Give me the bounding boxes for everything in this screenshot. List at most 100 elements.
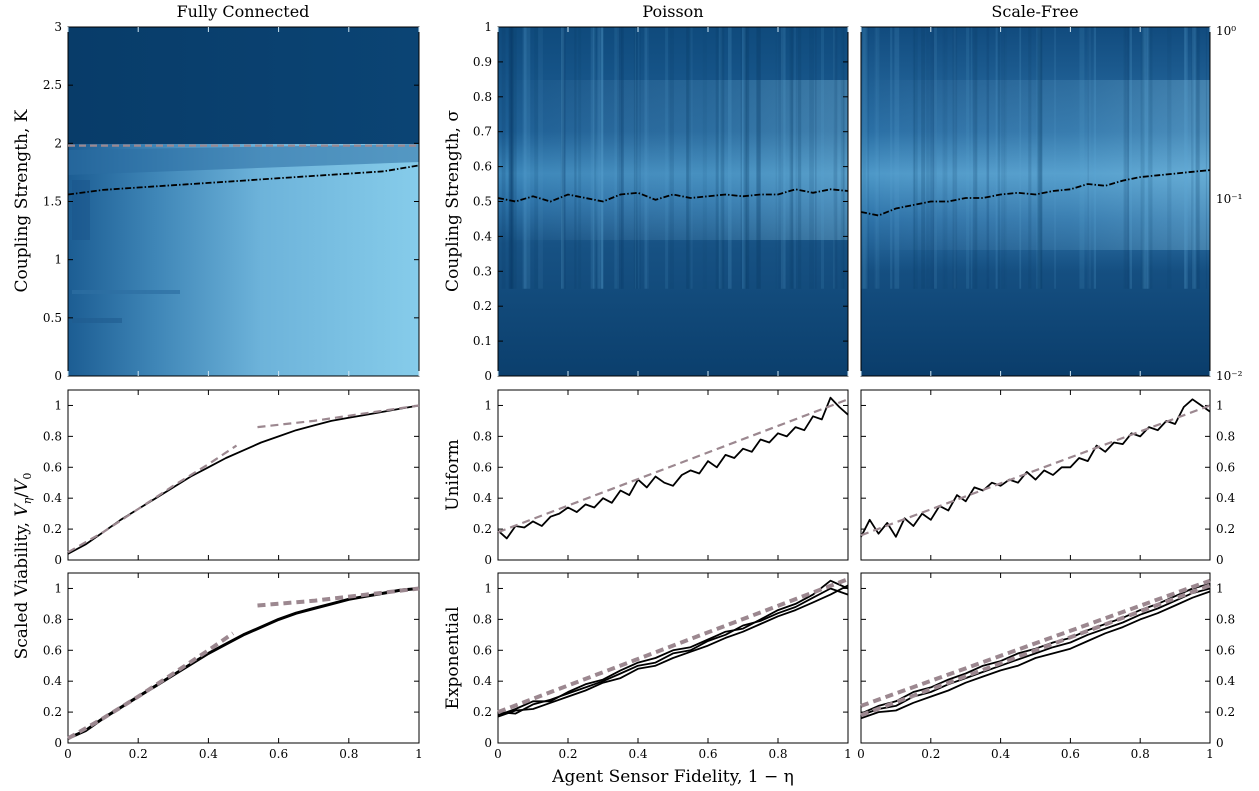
y-tick-label: 0.8 bbox=[1216, 612, 1235, 626]
heat-stripe bbox=[509, 27, 514, 289]
x-tick-label: 0.6 bbox=[1061, 747, 1080, 761]
heat-stripe bbox=[621, 27, 624, 289]
data-line bbox=[67, 404, 420, 555]
heat-stripe bbox=[742, 27, 746, 289]
heat-stripe bbox=[894, 27, 900, 289]
y-axis-title-scaled-viability: Scaled Viability, Vη/V0 bbox=[12, 473, 34, 660]
heat-stripe bbox=[995, 27, 998, 289]
heat-stripe bbox=[643, 27, 649, 289]
heat-stripe bbox=[601, 27, 603, 289]
heat-stripe bbox=[1143, 27, 1148, 289]
heat-stripe bbox=[970, 27, 973, 289]
heat-stripe bbox=[1054, 27, 1056, 289]
heatmap-fully-connected bbox=[68, 27, 419, 376]
heat-stripe bbox=[1036, 27, 1041, 289]
heat-stripe bbox=[645, 27, 647, 289]
heat-stripe bbox=[986, 27, 990, 289]
y-tick-label: 1 bbox=[1216, 581, 1224, 595]
y-tick-label: 0.6 bbox=[43, 460, 62, 474]
heat-stripe bbox=[574, 27, 577, 289]
heat-stripe bbox=[1001, 27, 1005, 289]
heat-stripe bbox=[1184, 27, 1188, 289]
heat-stripe bbox=[508, 27, 513, 289]
y-tick-label: 0.8 bbox=[473, 429, 492, 443]
x-tick-label: 0.2 bbox=[558, 747, 577, 761]
y-tick-label: 0.2 bbox=[43, 705, 62, 719]
y-tick-label: 1 bbox=[484, 581, 492, 595]
y-tick-label: 0 bbox=[1216, 553, 1224, 567]
heat-stripe bbox=[797, 27, 802, 289]
heat-stripe bbox=[561, 27, 565, 289]
fit-line bbox=[67, 631, 235, 741]
y-tick-label: 2.5 bbox=[43, 78, 62, 92]
heat-stripe bbox=[522, 27, 527, 289]
heat-stripe bbox=[690, 27, 693, 289]
heat-stripe bbox=[867, 27, 870, 289]
fit-line bbox=[860, 404, 1211, 537]
heat-stripe bbox=[930, 27, 935, 289]
heat-stripe bbox=[1195, 27, 1200, 289]
heat-stripe bbox=[1019, 27, 1022, 289]
heat-stripe bbox=[1191, 27, 1197, 289]
heat-stripe bbox=[863, 27, 868, 289]
heat-stripe bbox=[842, 27, 846, 289]
heat-fc-streak bbox=[72, 318, 122, 323]
x-tick-label: 0.4 bbox=[628, 747, 647, 761]
data-line bbox=[67, 587, 420, 740]
fit-line bbox=[257, 404, 420, 429]
y-tick-label: 0.6 bbox=[1216, 460, 1235, 474]
data-line bbox=[497, 584, 849, 718]
x-tick-label: 0.2 bbox=[129, 747, 148, 761]
y-tick-label: 0.4 bbox=[473, 491, 492, 505]
heat-stripe bbox=[833, 27, 836, 289]
y-tick-label: 1 bbox=[54, 253, 62, 267]
heat-stripe bbox=[1079, 27, 1085, 289]
heat-fc-streak bbox=[72, 180, 90, 240]
y-axis-title-exponential: Exponential bbox=[443, 607, 463, 710]
y-tick-label: 0 bbox=[1216, 736, 1224, 750]
heat-stripe bbox=[778, 27, 784, 289]
heat-stripe bbox=[669, 27, 674, 289]
heat-stripe bbox=[926, 27, 930, 289]
heat-stripe bbox=[509, 27, 511, 289]
heat-stripe bbox=[1123, 27, 1126, 289]
y-tick-label: 0 bbox=[484, 369, 492, 383]
y-tick-label: 0.7 bbox=[473, 125, 492, 139]
y-tick-label: 0.4 bbox=[473, 229, 492, 243]
x-tick-label: 0.8 bbox=[1131, 747, 1150, 761]
heat-stripe bbox=[790, 27, 794, 289]
heat-stripe bbox=[526, 27, 531, 289]
heat-stripe bbox=[597, 27, 600, 289]
heat-stripe bbox=[510, 27, 513, 289]
heat-stripe bbox=[717, 27, 719, 289]
y-tick-label: 0.4 bbox=[473, 674, 492, 688]
heat-stripe bbox=[534, 27, 539, 289]
title-fully-connected: Fully Connected bbox=[177, 2, 310, 21]
heat-stripe bbox=[933, 27, 937, 289]
heat-stripe bbox=[932, 27, 937, 289]
fit-line bbox=[497, 577, 849, 714]
heat-poisson-fade bbox=[498, 80, 848, 240]
heat-stripe bbox=[775, 27, 777, 289]
heat-stripe bbox=[538, 27, 543, 289]
y-tick-label: 0 bbox=[484, 553, 492, 567]
chart-marks: 0 0.5 1 1.5 2 2.5 3 0 0.1 0.2 0.3 0.4 0.5 0.6 0.7 0.8 0.… bbox=[43, 20, 1236, 761]
critical-line bbox=[860, 169, 1211, 217]
panel-frame-fc-exponential bbox=[67, 572, 420, 744]
x-tick-label: 0.4 bbox=[199, 747, 218, 761]
heat-stripe bbox=[1028, 27, 1032, 289]
critical-line bbox=[67, 164, 420, 196]
heat-stripe bbox=[744, 27, 749, 289]
x-tick-label: 0.8 bbox=[339, 747, 358, 761]
heat-stripe bbox=[815, 27, 817, 289]
heat-stripe bbox=[1037, 27, 1042, 289]
heat-stripe bbox=[973, 27, 978, 289]
heatmap-sf-frame bbox=[860, 26, 1211, 377]
heat-stripe bbox=[702, 27, 707, 289]
x-tick-label: 0.6 bbox=[269, 747, 288, 761]
heat-stripe bbox=[875, 27, 880, 289]
y-tick-label: 0.6 bbox=[43, 643, 62, 657]
heat-stripe bbox=[833, 27, 838, 289]
heat-stripe bbox=[598, 27, 604, 289]
y-tick-label: 1 bbox=[484, 20, 492, 34]
